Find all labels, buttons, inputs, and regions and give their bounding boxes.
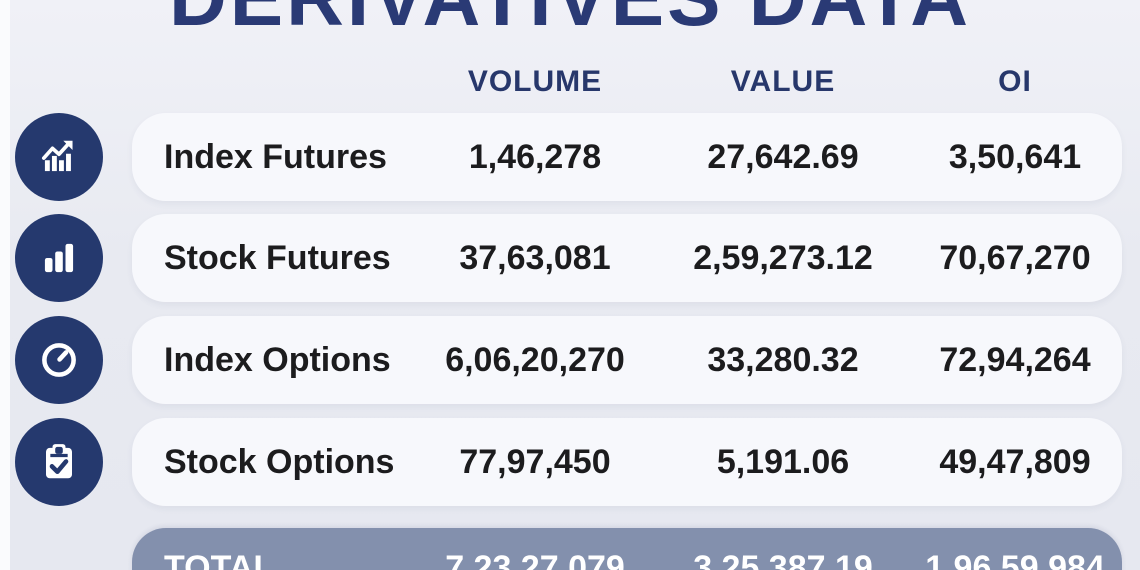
table-row: Stock Futures 37,63,081 2,59,273.12 70,6… (132, 214, 1122, 302)
row-label: Index Futures (164, 137, 387, 176)
total-oi: 1,96,59,984 (925, 548, 1105, 570)
clipboard-check-icon (15, 418, 103, 506)
row-oi: 3,50,641 (948, 137, 1082, 176)
row-volume: 1,46,278 (468, 137, 602, 176)
row-volume: 37,63,081 (459, 238, 611, 277)
header-volume: VOLUME (467, 65, 603, 98)
page-left-edge (0, 0, 10, 570)
total-label: TOTAL (164, 548, 275, 570)
row-value: 33,280.32 (707, 340, 859, 379)
row-label: Stock Futures (164, 238, 391, 277)
row-label: Stock Options (164, 442, 395, 481)
row-oi: 72,94,264 (939, 340, 1091, 379)
gauge-clock-icon (15, 316, 103, 404)
table-row: Stock Options 77,97,450 5,191.06 49,47,8… (132, 418, 1122, 506)
row-oi: 49,47,809 (939, 442, 1091, 481)
row-volume: 77,97,450 (459, 442, 611, 481)
total-value: 3,25,387.19 (693, 548, 873, 570)
table-row: Index Options 6,06,20,270 33,280.32 72,9… (132, 316, 1122, 404)
trend-chart-icon (15, 113, 103, 201)
bar-chart-icon (15, 214, 103, 302)
header-oi: OI (998, 65, 1032, 98)
row-label: Index Options (164, 340, 391, 379)
table-total-row: TOTAL 7,23,27,079 3,25,387.19 1,96,59,98… (132, 528, 1122, 570)
row-value: 2,59,273.12 (693, 238, 873, 277)
row-volume: 6,06,20,270 (445, 340, 625, 379)
page-title: DERIVATIVES DATA (0, 0, 1140, 44)
table-row: Index Futures 1,46,278 27,642.69 3,50,64… (132, 113, 1122, 201)
table-header-row: VOLUME VALUE OI (132, 56, 1122, 108)
row-value: 5,191.06 (716, 442, 850, 481)
row-oi: 70,67,270 (939, 238, 1091, 277)
total-volume: 7,23,27,079 (445, 548, 625, 570)
row-value: 27,642.69 (707, 137, 859, 176)
header-value: VALUE (730, 65, 836, 98)
